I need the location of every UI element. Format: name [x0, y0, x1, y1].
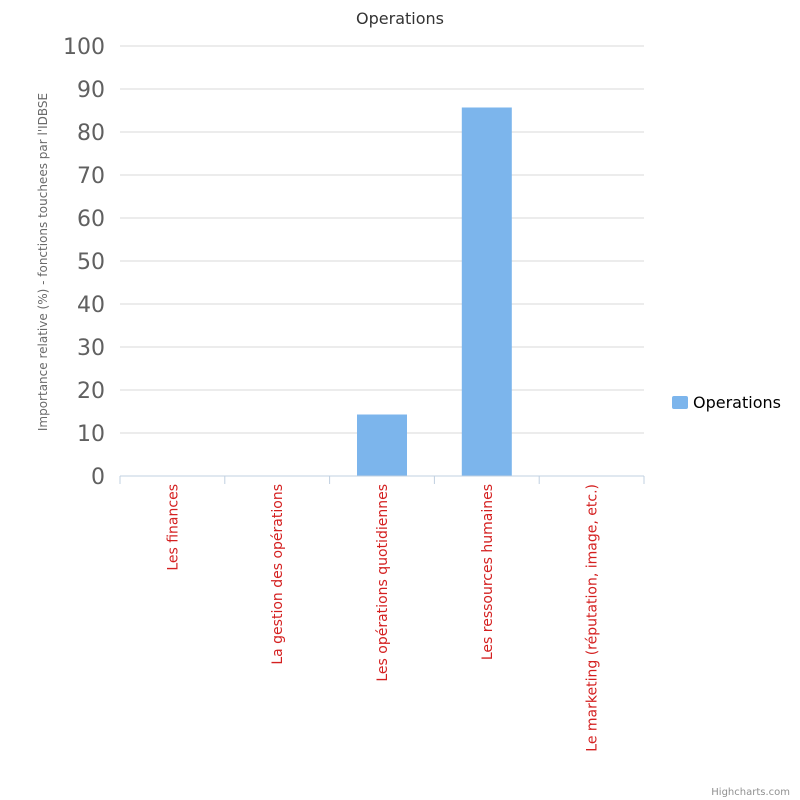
x-axis-labels: Les finances La gestion des opérations Les…: [165, 484, 600, 752]
x-tick-label: Les finances: [165, 484, 181, 571]
y-axis-label: Importance relative (%) - fonctions touc…: [36, 93, 50, 431]
x-tick-label: La gestion des opérations: [270, 484, 286, 665]
y-tick-label: 100: [63, 35, 105, 60]
x-tick-label: Les ressources humaines: [480, 484, 496, 660]
y-tick-label: 10: [77, 422, 105, 447]
y-tick-label: 90: [77, 78, 105, 103]
y-tick-label: 80: [77, 121, 105, 146]
bar-series: [357, 107, 512, 477]
x-tick-label: Les opérations quotidiennes: [375, 484, 391, 682]
bar[interactable]: [461, 107, 512, 477]
y-tick-label: 60: [77, 207, 105, 232]
y-tick-label: 30: [77, 336, 105, 361]
y-tick-label: 0: [91, 465, 105, 490]
legend-swatch-operations[interactable]: [672, 396, 688, 409]
y-tick-label: 70: [77, 164, 105, 189]
y-tick-label: 50: [77, 250, 105, 275]
x-axis-ticks: [119, 476, 645, 484]
legend-label-operations[interactable]: Operations: [693, 393, 781, 412]
chart-title: Operations: [356, 9, 444, 28]
legend[interactable]: Operations: [672, 393, 781, 412]
gridlines: [120, 45, 644, 477]
y-tick-label: 40: [77, 293, 105, 318]
x-tick-label: Le marketing (réputation, image, etc.): [585, 484, 601, 752]
y-tick-label: 20: [77, 379, 105, 404]
bar[interactable]: [357, 414, 407, 476]
y-axis-ticks: 0 10 20 30 40 50 60 70 80 90 100: [63, 35, 105, 490]
credits-link[interactable]: Highcharts.com: [711, 787, 790, 798]
